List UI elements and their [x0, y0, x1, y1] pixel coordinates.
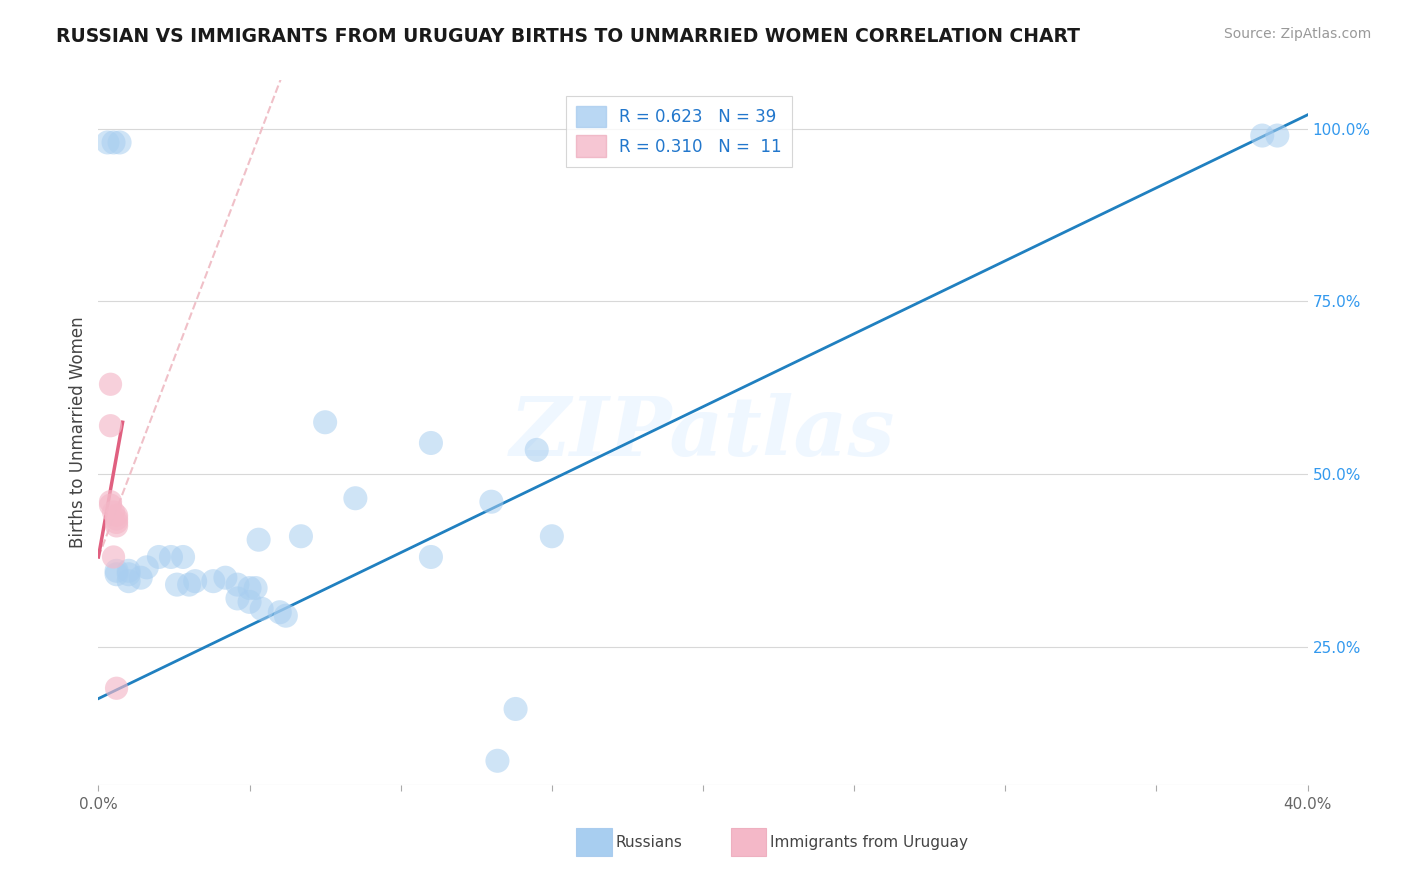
- Point: [100, 498, 122, 512]
- Point: [239, 595, 262, 609]
- Point: [274, 608, 297, 623]
- Y-axis label: Births to Unmarried Women: Births to Unmarried Women: [69, 317, 87, 549]
- Point: [135, 560, 157, 574]
- Point: [481, 494, 503, 508]
- Text: Immigrants from Uruguay: Immigrants from Uruguay: [770, 835, 969, 849]
- Point: [105, 519, 128, 533]
- Point: [105, 512, 128, 526]
- Point: [505, 702, 527, 716]
- Point: [100, 494, 122, 508]
- Point: [118, 564, 141, 578]
- Point: [526, 442, 548, 457]
- Point: [179, 577, 201, 591]
- Point: [344, 491, 367, 506]
- Text: ZIPatlas: ZIPatlas: [510, 392, 896, 473]
- Point: [247, 533, 270, 547]
- Point: [269, 605, 291, 619]
- Point: [105, 564, 128, 578]
- Point: [314, 415, 336, 429]
- Text: Source: ZipAtlas.com: Source: ZipAtlas.com: [1223, 27, 1371, 41]
- Point: [105, 681, 128, 696]
- Point: [486, 754, 509, 768]
- Point: [540, 529, 562, 543]
- Point: [1267, 128, 1289, 143]
- Point: [118, 567, 141, 582]
- Point: [129, 571, 152, 585]
- Point: [226, 591, 249, 606]
- Point: [100, 377, 122, 392]
- Point: [160, 549, 183, 564]
- Point: [239, 581, 262, 595]
- Point: [103, 549, 125, 564]
- Text: Russians: Russians: [616, 835, 683, 849]
- Point: [420, 436, 443, 450]
- Point: [166, 577, 188, 591]
- Point: [250, 602, 273, 616]
- Point: [105, 516, 128, 530]
- Point: [214, 571, 236, 585]
- Point: [202, 574, 225, 589]
- Point: [105, 508, 128, 523]
- Point: [100, 418, 122, 433]
- Point: [96, 136, 118, 150]
- Point: [290, 529, 312, 543]
- Point: [105, 567, 128, 582]
- Point: [245, 581, 267, 595]
- Point: [1251, 128, 1274, 143]
- Point: [103, 136, 125, 150]
- Point: [118, 574, 141, 589]
- Legend: R = 0.623   N = 39, R = 0.310   N =  11: R = 0.623 N = 39, R = 0.310 N = 11: [565, 95, 792, 167]
- Point: [184, 574, 207, 589]
- Point: [148, 549, 170, 564]
- Point: [420, 549, 443, 564]
- Point: [172, 549, 194, 564]
- Point: [226, 577, 249, 591]
- Point: [108, 136, 131, 150]
- Text: RUSSIAN VS IMMIGRANTS FROM URUGUAY BIRTHS TO UNMARRIED WOMEN CORRELATION CHART: RUSSIAN VS IMMIGRANTS FROM URUGUAY BIRTH…: [56, 27, 1080, 45]
- Point: [103, 505, 125, 519]
